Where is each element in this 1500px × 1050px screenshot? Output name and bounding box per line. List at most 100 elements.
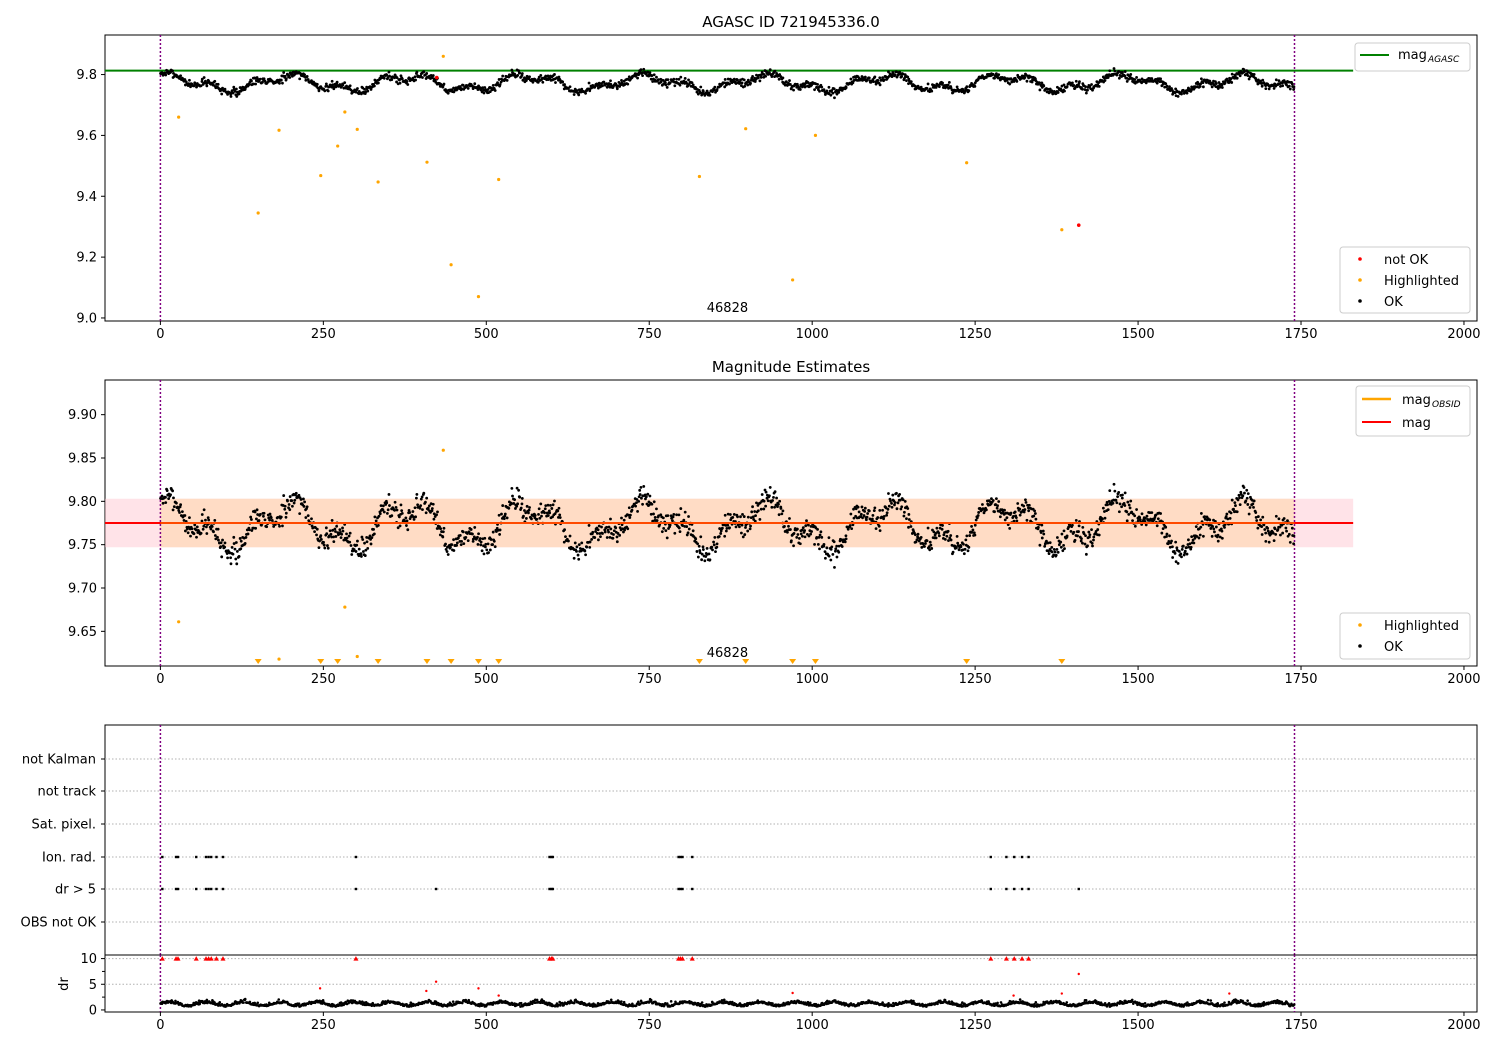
ok-point	[965, 534, 969, 538]
ok-point	[1130, 510, 1134, 514]
dr-ok-point	[722, 998, 726, 1002]
ok-point	[255, 508, 259, 512]
ok-point	[313, 530, 316, 533]
highlighted-offscale-marker	[254, 659, 262, 664]
ok-point	[182, 518, 186, 522]
ok-point	[1003, 508, 1006, 512]
ok-point	[223, 541, 227, 545]
ok-point	[1239, 490, 1243, 494]
ok-point	[1039, 531, 1043, 534]
ok-point	[1223, 525, 1226, 529]
ok-point	[1165, 535, 1168, 538]
ok-point	[748, 527, 752, 531]
ok-point	[900, 75, 904, 78]
ok-point	[363, 87, 366, 91]
ok-point	[665, 85, 669, 89]
ok-point	[515, 486, 519, 490]
ion-rad-flag	[161, 855, 164, 859]
ok-point	[1133, 514, 1137, 518]
ok-point	[334, 535, 338, 538]
highlighted-point	[441, 54, 445, 58]
ok-point	[333, 527, 337, 531]
ok-point	[696, 542, 700, 546]
dr-ok-point	[218, 1000, 222, 1004]
ok-point	[816, 83, 819, 86]
ok-point	[834, 547, 838, 551]
ok-point	[810, 83, 813, 87]
ok-point	[726, 77, 730, 81]
ok-point	[831, 91, 835, 95]
dr-ok-point	[596, 1001, 600, 1005]
panel-agasc-magnitude: AGASC ID 721945336.0 0 250 500 750 1000 1250 1…	[76, 13, 1480, 342]
row-label: Ion. rad.	[42, 851, 96, 866]
ok-point	[837, 550, 841, 554]
ok-point	[310, 517, 313, 521]
ok-point	[885, 513, 889, 517]
ok-point	[505, 78, 509, 82]
ok-point	[1201, 534, 1205, 538]
ok-point	[1252, 499, 1256, 503]
ok-point	[1117, 70, 1121, 73]
ok-point	[835, 92, 839, 96]
ok-point	[366, 546, 370, 550]
ok-point	[1081, 87, 1084, 91]
ok-point	[400, 509, 404, 513]
ok-point	[1274, 78, 1278, 82]
ok-point	[699, 535, 703, 539]
ok-point	[281, 81, 284, 85]
ok-point	[223, 87, 227, 91]
ok-point	[878, 529, 882, 533]
ok-point	[618, 533, 622, 537]
ok-point	[1125, 510, 1129, 514]
ok-point	[827, 85, 831, 89]
ok-point	[480, 549, 484, 553]
ok-point	[962, 552, 966, 556]
ok-point	[742, 515, 746, 518]
ok-point	[634, 504, 637, 508]
ok-point	[446, 91, 450, 95]
ok-point	[966, 549, 970, 553]
ok-point	[1113, 489, 1117, 493]
ok-point	[444, 542, 447, 546]
ok-point	[780, 512, 784, 516]
ok-point	[633, 502, 636, 506]
ok-point	[878, 76, 882, 80]
ok-point	[250, 518, 253, 521]
ok-point	[760, 493, 764, 496]
panel2-legend-line: mag OBSID mag	[1355, 385, 1471, 437]
ok-point	[1127, 513, 1131, 516]
ok-point	[650, 74, 654, 77]
ok-point	[991, 72, 995, 76]
dr5-flag	[548, 887, 551, 891]
ok-point	[348, 540, 352, 544]
ok-point	[690, 81, 694, 85]
ok-point	[1190, 535, 1194, 539]
ok-point	[827, 536, 831, 540]
ok-point	[1159, 512, 1162, 515]
highlighted-point	[744, 127, 748, 131]
y-tick-label: 9.6	[76, 129, 97, 144]
ok-point	[1214, 82, 1218, 85]
ok-point	[260, 523, 263, 527]
ok-point	[524, 517, 528, 520]
ok-point	[199, 84, 203, 88]
ok-point	[1094, 530, 1098, 533]
panel1-marks	[105, 35, 1354, 321]
ok-point	[376, 523, 380, 527]
ok-point	[385, 511, 389, 515]
highlighted-point	[449, 263, 453, 267]
ok-point	[1135, 76, 1138, 79]
dr-ok-point	[961, 1004, 965, 1008]
ok-point	[279, 515, 283, 519]
ok-point	[310, 79, 313, 83]
ok-point	[720, 526, 724, 530]
ok-point	[753, 519, 757, 523]
x-tick-label: 1250	[959, 1018, 992, 1033]
ok-point	[261, 80, 264, 84]
ok-point	[1225, 512, 1229, 516]
ok-point	[827, 554, 831, 558]
panel2-obsid-label: 46828	[707, 646, 748, 661]
ok-point	[882, 517, 885, 521]
ok-point	[739, 515, 742, 519]
